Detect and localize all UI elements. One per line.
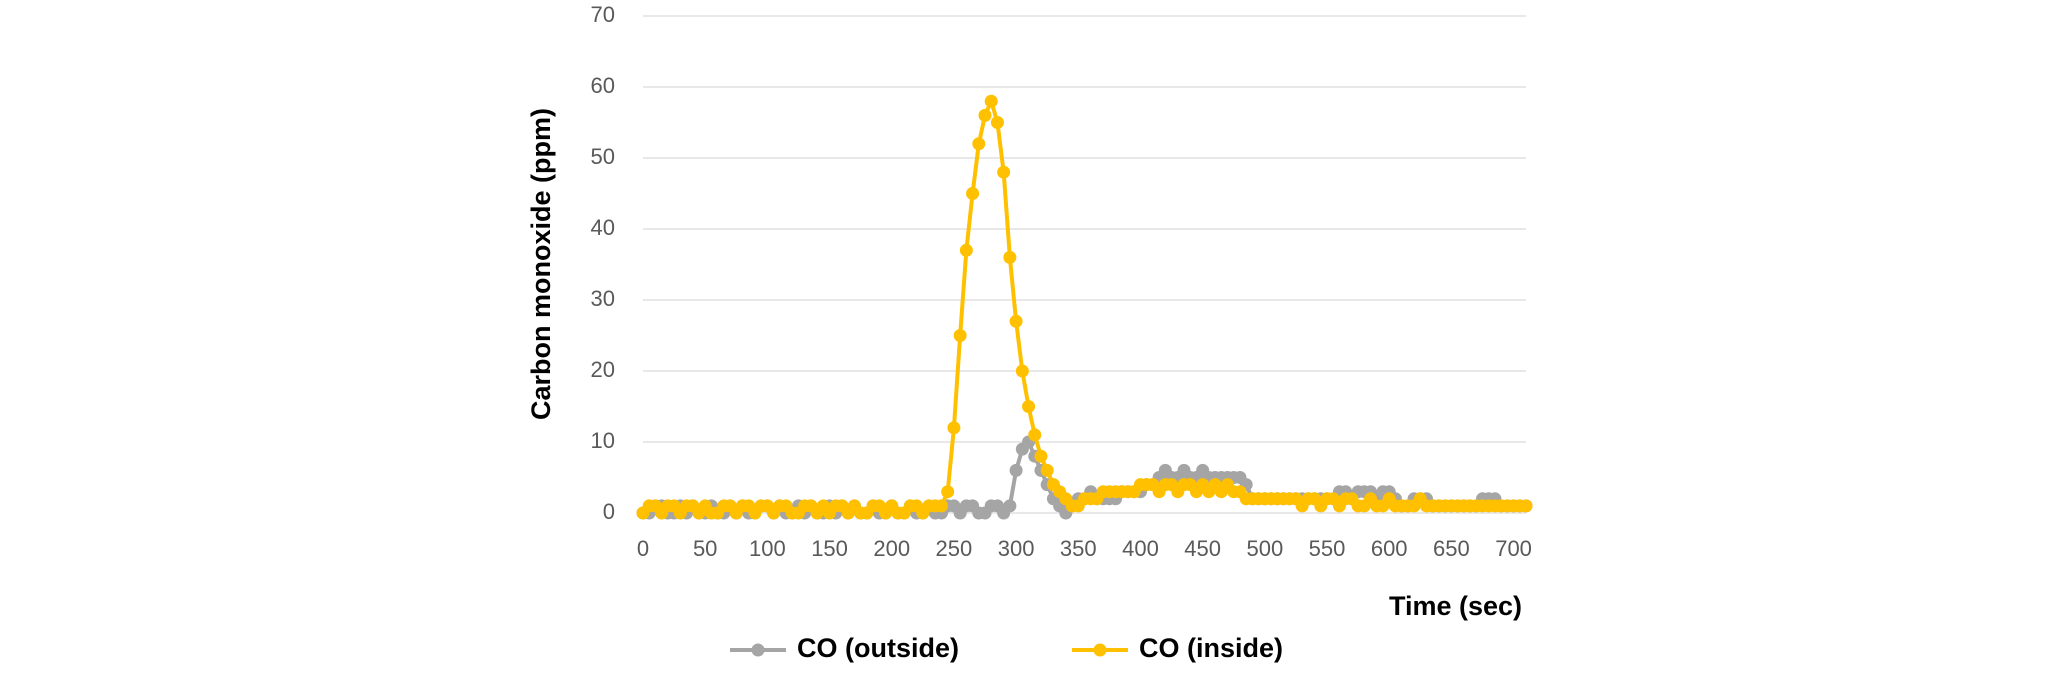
y-tick-label: 10 — [591, 428, 615, 453]
x-tick-label: 100 — [749, 536, 786, 561]
y-tick-label: 30 — [591, 286, 615, 311]
x-tick-label: 350 — [1060, 536, 1097, 561]
x-tick-label: 50 — [693, 536, 717, 561]
x-tick-label: 450 — [1184, 536, 1221, 561]
y-tick-label: 50 — [591, 144, 615, 169]
x-tick-label: 550 — [1309, 536, 1346, 561]
x-tick-label: 200 — [873, 536, 910, 561]
data-point — [1009, 314, 1023, 328]
data-point — [972, 137, 986, 151]
data-point — [934, 499, 948, 513]
legend-label: CO (inside) — [1139, 633, 1283, 663]
legend-label: CO (outside) — [797, 633, 959, 663]
x-axis-title: Time (sec) — [1389, 591, 1522, 621]
y-tick-label: 40 — [591, 215, 615, 240]
x-tick-label: 500 — [1246, 536, 1283, 561]
data-point — [1034, 449, 1048, 463]
data-point — [1022, 400, 1036, 413]
data-point — [959, 243, 973, 257]
y-tick-label: 0 — [603, 499, 615, 524]
y-tick-label: 70 — [591, 2, 615, 27]
data-point — [1009, 463, 1023, 477]
data-point — [978, 108, 992, 122]
x-tick-label: 300 — [998, 536, 1035, 561]
series-line — [641, 99, 1526, 515]
data-point — [1519, 499, 1533, 513]
x-tick-label: 150 — [811, 536, 848, 561]
data-point — [990, 116, 1004, 129]
data-point — [953, 329, 967, 342]
y-tick-label: 20 — [591, 357, 615, 382]
legend-marker — [751, 643, 765, 657]
x-tick-label: 700 — [1495, 536, 1532, 561]
data-point — [1015, 364, 1029, 378]
x-tick-label: 600 — [1371, 536, 1408, 561]
y-tick-label: 60 — [591, 73, 615, 98]
x-tick-label: 0 — [637, 536, 649, 561]
y-axis-title: Carbon monoxide (ppm) — [526, 108, 556, 420]
data-point — [997, 165, 1011, 179]
data-point — [941, 485, 955, 499]
data-point — [947, 421, 961, 435]
data-point — [1003, 499, 1017, 513]
x-tick-label: 250 — [936, 536, 973, 561]
data-point — [1003, 250, 1017, 264]
data-point — [1040, 463, 1054, 477]
data-point — [984, 94, 998, 108]
data-point — [966, 187, 980, 200]
legend-marker — [1093, 643, 1107, 657]
x-tick-label: 400 — [1122, 536, 1159, 561]
x-tick-label: 650 — [1433, 536, 1470, 561]
data-point — [1028, 428, 1042, 442]
